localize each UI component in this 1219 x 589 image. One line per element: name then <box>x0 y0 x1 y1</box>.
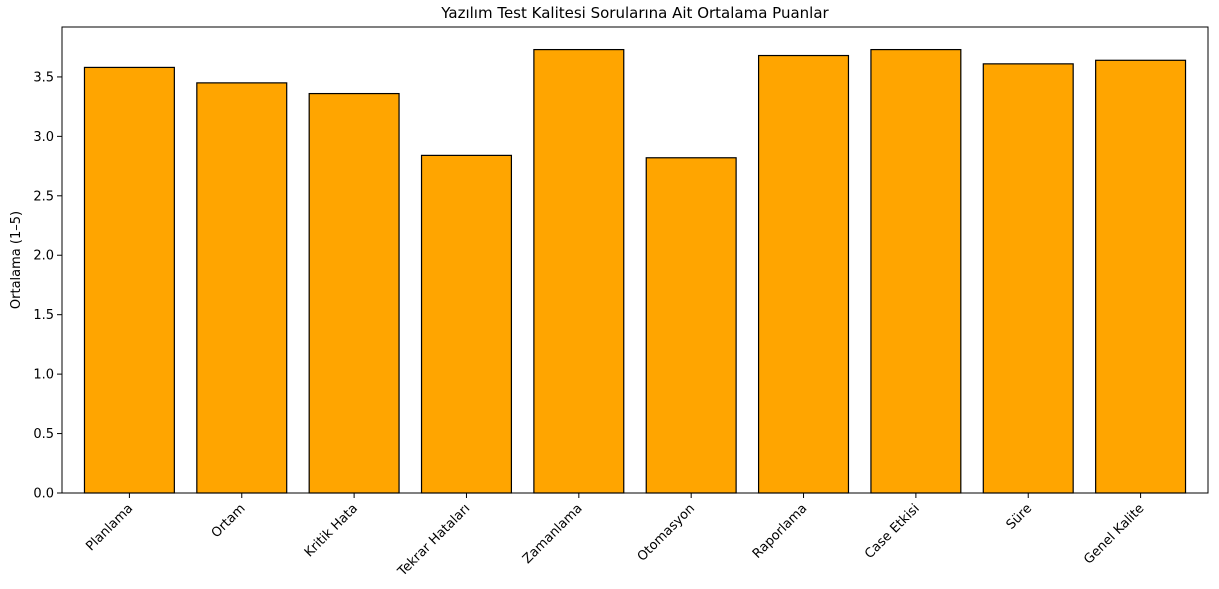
bar <box>757 54 850 494</box>
plot-area: 0.0 0.5 1.0 1.5 2.0 2.5 3.0 3.5 Planlama Ortam Kri… <box>33 26 1209 580</box>
bar <box>645 157 737 494</box>
axes-frame <box>61 26 1209 494</box>
bar <box>982 63 1074 494</box>
x-tick-label: Raporlama <box>750 501 810 561</box>
y-axis-label: Ortalama (1–5) <box>9 211 24 309</box>
y-tick-label: 3.0 <box>33 130 54 145</box>
y-tick-label: 0.0 <box>33 487 54 502</box>
y-tick-label: 0.5 <box>33 427 54 442</box>
x-tick-label: Zamanlama <box>520 501 586 567</box>
x-tick-label: Kritik Hata <box>302 501 361 560</box>
x-tick-label: Otomasyon <box>635 501 698 564</box>
x-tick-label: Ortam <box>209 501 249 541</box>
y-tick-label: 2.5 <box>33 189 54 204</box>
y-tick-label: 1.0 <box>33 368 54 383</box>
x-tick-label: Planlama <box>83 501 136 554</box>
x-tick-label: Süre <box>1004 501 1036 533</box>
bar <box>308 92 400 494</box>
bar <box>196 82 288 494</box>
bar <box>420 154 513 494</box>
y-tick-label: 2.0 <box>33 249 54 264</box>
bar <box>533 48 625 494</box>
bar <box>83 66 175 494</box>
x-tick-label: Tekrar Hataları <box>395 501 474 580</box>
y-tick-label: 1.5 <box>33 308 54 323</box>
bar <box>870 48 962 494</box>
x-tick-label: Case Etkisi <box>862 501 923 562</box>
chart-title: Yazılım Test Kalitesi Sorularına Ait Ort… <box>440 4 829 22</box>
x-tick-label: Genel Kalite <box>1081 501 1147 567</box>
y-tick-label: 3.5 <box>33 70 54 85</box>
bar <box>1095 59 1187 494</box>
